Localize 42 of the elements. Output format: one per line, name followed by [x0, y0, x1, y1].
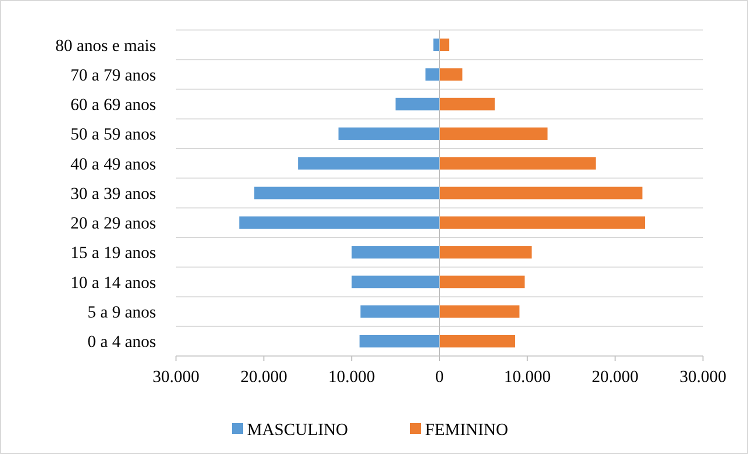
x-tick-label: 20.000 [592, 367, 639, 386]
bar [352, 276, 440, 288]
bar [360, 334, 440, 348]
y-tick-label: 50 a 59 anos [70, 124, 156, 144]
bar [254, 186, 440, 200]
x-tick-label: 30.000 [152, 367, 200, 386]
y-tick-label: 15 a 19 anos [70, 243, 156, 262]
bar [338, 128, 440, 140]
x-tick-label: 10.000 [504, 367, 551, 386]
y-tick-label: 40 a 49 anos [70, 154, 156, 174]
bar [440, 334, 516, 348]
y-tick-label: 70 a 79 anos [70, 65, 156, 84]
bar [396, 98, 440, 110]
bar [360, 305, 440, 318]
bar [440, 157, 596, 170]
y-tick-label: 5 a 9 anos [88, 302, 156, 322]
y-tick-label: 0 a 4 anos [88, 332, 156, 352]
bar [298, 157, 440, 170]
bar [440, 305, 520, 318]
bar [239, 216, 440, 229]
legend-label: MASCULINO [247, 420, 348, 439]
x-tick-label: 10.000 [328, 367, 376, 386]
legend-label: FEMININO [425, 420, 508, 439]
y-tick-label: 80 anos e mais [55, 36, 156, 55]
bar [433, 38, 440, 52]
x-tick-label: 20.000 [240, 367, 288, 386]
bar [440, 216, 646, 229]
bar [440, 276, 525, 288]
bar [425, 68, 440, 81]
bar [352, 246, 440, 258]
y-tick-label: 20 a 29 anos [70, 214, 156, 233]
bar [440, 128, 548, 140]
y-tick-label: 30 a 39 anos [70, 184, 156, 203]
bar [440, 246, 532, 258]
x-tick-label: 0 [435, 367, 444, 386]
bar [440, 98, 495, 110]
bar [440, 68, 462, 81]
bar [440, 38, 450, 52]
y-tick-label: 60 a 69 anos [70, 95, 156, 114]
y-tick-label: 10 a 14 anos [70, 272, 156, 292]
x-tick-label: 30.000 [680, 367, 726, 386]
bar [440, 186, 642, 200]
